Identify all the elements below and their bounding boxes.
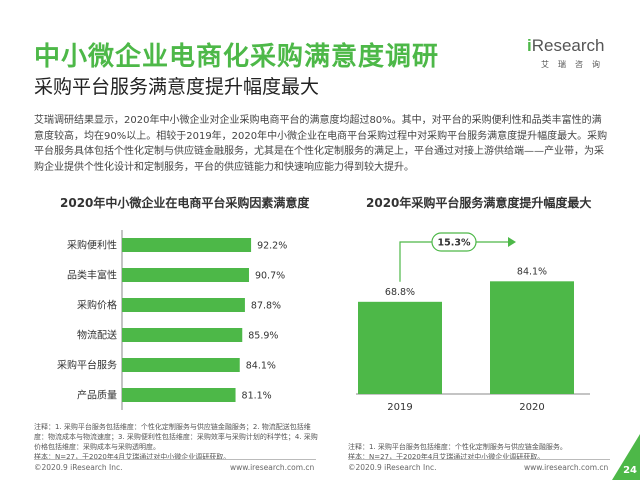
footer-copyright-right: ©2020.9 iResearch Inc. [348, 463, 437, 472]
bar-2 [122, 298, 245, 312]
category-label-2: 采购价格 [77, 299, 117, 312]
value-label-5: 81.1% [242, 391, 272, 402]
value-label-1: 90.7% [255, 271, 285, 282]
bar-1 [122, 268, 249, 282]
right-chart-title: 2020年采购平台服务满意度提升幅度最大 [366, 196, 592, 210]
bar-3 [122, 328, 243, 342]
logo-wordmark: iResearch [527, 36, 627, 56]
footer-divider-right [348, 459, 610, 460]
footer-divider-left [34, 459, 316, 460]
summary-paragraph: 艾瑞调研结果显示，2020年中小微企业对企业采购电商平台的满意度均超过80%。其… [34, 115, 608, 173]
bar-4 [122, 358, 240, 372]
left-chart-title: 2020年中小微企业在电商平台采购因素满意度 [60, 196, 310, 210]
bar-0 [122, 238, 252, 252]
value-label-2019: 68.8% [385, 287, 415, 298]
footer-url-right: www.iresearch.com.cn [524, 463, 609, 472]
left-note-sample: 样本：N=27，于2020年4月艾瑞通过对中小微企业调研获取。 [34, 453, 231, 461]
growth-annotation: 15.3% [438, 238, 471, 249]
left-note-text: 注释：1. 采购平台服务包括维度：个性化定制服务与供应链金融服务；2. 物流配送… [34, 423, 318, 451]
footer-copyright-left: ©2020.9 iResearch Inc. [34, 463, 123, 472]
growth-arrow-icon [508, 237, 516, 247]
left-chart-notes: 注释：1. 采购平台服务包括维度：个性化定制服务与供应链金融服务；2. 物流配送… [34, 422, 324, 462]
value-label-2020: 84.1% [517, 266, 547, 277]
value-label-2: 87.8% [251, 301, 281, 312]
category-label-2019: 2019 [387, 402, 412, 413]
growth-badge [431, 232, 477, 252]
right-note-sample: 样本：N=27，于2020年4月艾瑞通过对中小微企业调研获取。 [348, 453, 545, 461]
right-note-text: 注释：1. 采购平台服务包括维度：个性化定制服务与供应链金融服务。 [348, 443, 567, 451]
category-label-4: 采购平台服务 [57, 359, 117, 372]
page-title: 中小微企业电商化采购满意度调研 [34, 42, 440, 72]
footer-url-left: www.iresearch.com.cn [230, 463, 315, 472]
category-label-2020: 2020 [519, 402, 544, 413]
category-label-5: 产品质量 [77, 389, 117, 402]
bar-5 [122, 388, 236, 402]
logo-name: Research [531, 36, 605, 55]
right-chart-notes: 注释：1. 采购平台服务包括维度：个性化定制服务与供应链金融服务。 样本：N=2… [348, 442, 618, 462]
platform-service-chart: 68.8% 2019 84.1% 2020 15.3% [356, 232, 590, 413]
page-number-badge: 24 [612, 434, 640, 480]
category-label-1: 品类丰富性 [67, 269, 117, 282]
bar-2019 [358, 301, 442, 394]
value-label-0: 92.2% [257, 241, 287, 252]
value-label-3: 85.9% [248, 331, 278, 342]
category-label-3: 物流配送 [77, 329, 117, 342]
satisfaction-factor-chart: 采购便利性 92.2% 品类丰富性 90.7% 采购价格 87.8% 物流配送 85.9% 采购… [57, 230, 287, 410]
page-subtitle: 采购平台服务满意度提升幅度最大 [34, 76, 320, 98]
logo-prefix: i [527, 36, 532, 55]
value-label-4: 84.1% [246, 361, 276, 372]
page-number: 24 [623, 465, 637, 476]
category-label-0: 采购便利性 [67, 239, 117, 252]
logo-subtitle: 艾瑞咨询 [541, 60, 609, 69]
page-number-triangle [612, 434, 640, 480]
iresearch-logo: iResearch 艾瑞咨询 [527, 36, 627, 76]
bar-2020 [490, 281, 574, 394]
